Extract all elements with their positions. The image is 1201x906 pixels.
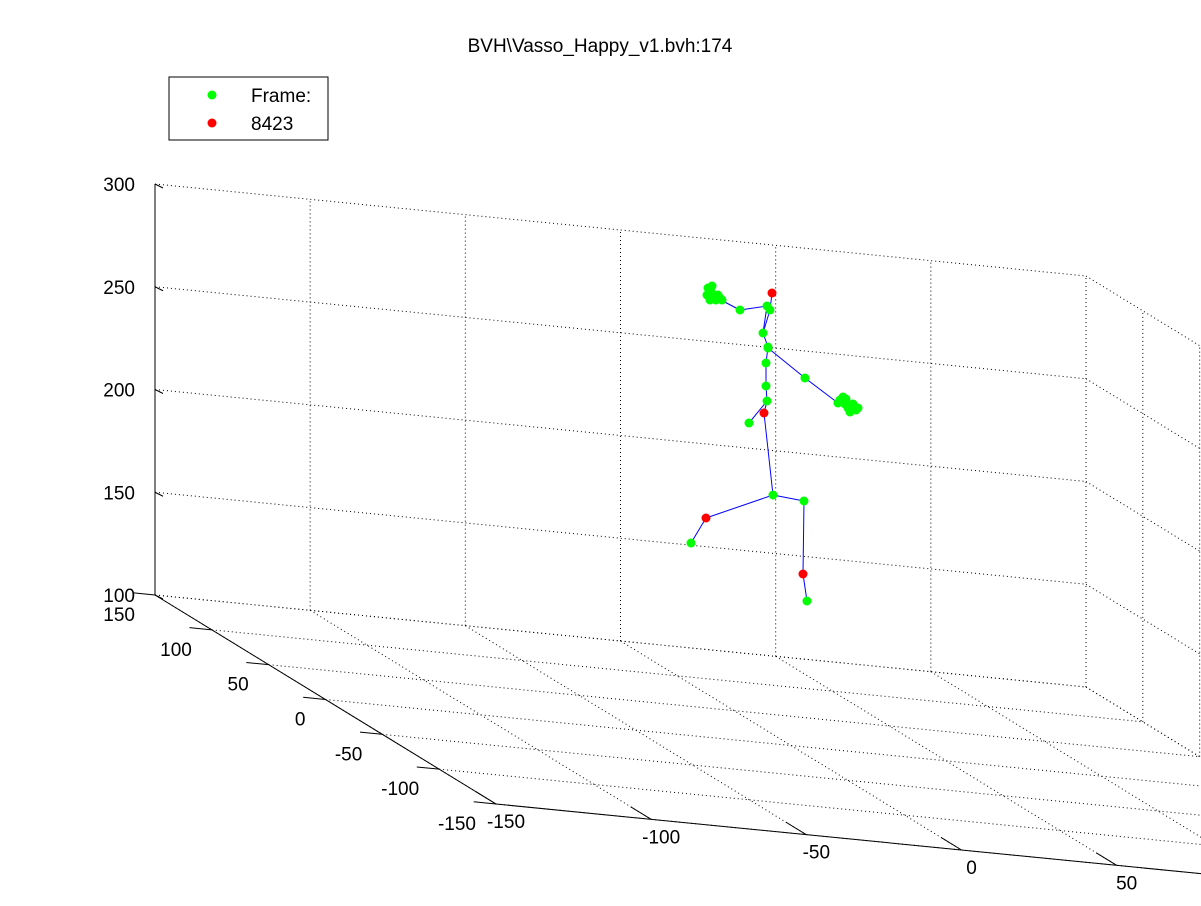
grid-line-wall-z2 <box>1086 379 1201 588</box>
grid-line-floor-y <box>1086 687 1201 896</box>
tick-label-left: -100 <box>381 779 419 800</box>
grid-line-floor-y <box>621 641 962 850</box>
joint-point <box>759 329 768 338</box>
legend: Frame: 8423 <box>169 77 328 140</box>
legend-label-8423: 8423 <box>251 114 293 135</box>
joint-point <box>769 491 778 500</box>
tick-label-bottom: -150 <box>487 812 525 833</box>
joint-point <box>687 539 696 548</box>
grid-line-wall-z2 <box>1086 584 1201 793</box>
tick-label-left: 150 <box>103 605 135 626</box>
tick-label-bottom: 50 <box>1116 873 1137 894</box>
joint-point <box>800 497 809 506</box>
tick-labels: -150-100-50050100150150100500-50-100-150… <box>103 175 1201 901</box>
tick-label-left: 0 <box>295 710 306 731</box>
grid-lines <box>155 184 1201 896</box>
tick-label-z: 200 <box>103 381 135 402</box>
tick-label-bottom: 0 <box>966 858 977 879</box>
tick-label-left: -150 <box>438 814 476 835</box>
grid-line-floor-x <box>212 630 1143 722</box>
tick-label-z: 300 <box>103 175 135 196</box>
joint-point-right-hand <box>846 408 855 417</box>
legend-label-frame: Frame: <box>251 86 311 107</box>
grid-line-wall-z <box>155 390 1086 482</box>
joint-point <box>764 344 773 353</box>
joint-point <box>763 302 772 311</box>
legend-marker-8423 <box>208 119 217 128</box>
joint-point <box>762 382 771 391</box>
axis-box <box>133 184 1201 896</box>
grid-line-floor-y <box>776 656 1117 865</box>
grid-line-wall-z <box>155 492 1086 584</box>
end-site-point <box>702 514 711 523</box>
bone-lknee-rknee <box>773 495 804 501</box>
skeleton-joints <box>687 282 863 606</box>
tick-mark-left <box>133 593 155 595</box>
skeleton-bones <box>691 293 855 601</box>
grid-line-floor-x <box>496 804 1201 896</box>
joint-point-left-hand <box>718 296 727 305</box>
tick-label-left: 100 <box>160 640 192 661</box>
grid-line-floor-y <box>931 672 1201 881</box>
grid-line-wall-z2 <box>1086 276 1201 485</box>
tick-label-z: 100 <box>103 586 135 607</box>
joint-point <box>763 397 772 406</box>
joint-point <box>736 306 745 315</box>
end-site-point <box>799 570 808 579</box>
joint-point-right-hand <box>854 404 863 413</box>
bone-rel-rwr <box>805 378 838 403</box>
x-axis-line <box>496 804 1201 896</box>
grid-line-wall-z2 <box>1086 482 1201 691</box>
joint-point <box>801 374 810 383</box>
grid-line-floor-x <box>269 665 1200 757</box>
joint-point <box>745 419 754 428</box>
tick-label-left: 50 <box>228 675 249 696</box>
tick-label-z: 150 <box>103 483 135 504</box>
bone-lknee-lank <box>706 495 773 518</box>
joint-point-left-hand <box>708 282 717 291</box>
bone-rhip-lknee <box>764 413 773 495</box>
bone-rsh-rel <box>768 348 805 378</box>
end-site-point <box>768 289 777 298</box>
grid-line-floor-y <box>465 626 806 835</box>
end-site-point <box>760 409 769 418</box>
joint-point <box>803 597 812 606</box>
bone-rknee-rank <box>803 501 804 574</box>
joint-point-left-hand <box>706 296 715 305</box>
grid-line-wall-z2 <box>1086 687 1201 896</box>
tick-label-bottom: -50 <box>803 843 830 864</box>
legend-marker-frame <box>208 91 217 100</box>
grid-line-floor-y <box>310 610 651 819</box>
chart-title: BVH\Vasso_Happy_v1.bvh:174 <box>468 36 733 57</box>
joint-point <box>762 359 771 368</box>
tick-label-left: -50 <box>335 744 362 765</box>
tick-label-z: 250 <box>103 278 135 299</box>
joint-point <box>834 399 843 408</box>
tick-label-bottom: -100 <box>642 827 680 848</box>
grid-line-wall-z <box>155 184 1086 276</box>
